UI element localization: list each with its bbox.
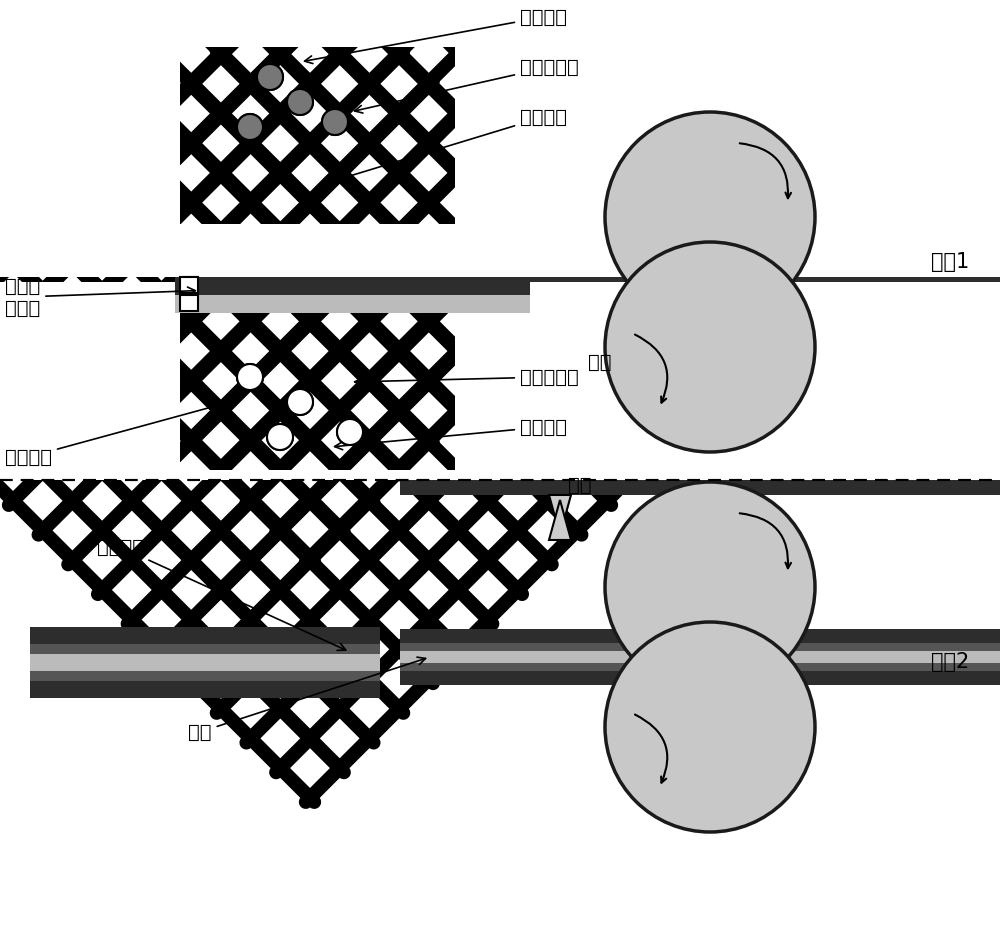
Bar	[30, 670, 380, 680]
Text: 泡沫镍
泡沫铜: 泡沫镍 泡沫铜	[5, 277, 195, 318]
Circle shape	[337, 419, 363, 445]
Circle shape	[287, 89, 313, 115]
Bar	[0, 0, 1000, 47]
Bar	[0, 282, 1000, 312]
Bar	[400, 651, 1000, 663]
Circle shape	[287, 389, 313, 415]
Text: 填充锶粉: 填充锶粉	[305, 7, 567, 63]
Bar	[455, 0, 1000, 224]
Text: 裁剪: 裁剪	[568, 475, 592, 495]
Bar	[400, 629, 1000, 643]
Circle shape	[605, 482, 815, 692]
Bar	[400, 663, 1000, 671]
Bar	[180, 295, 198, 311]
Bar	[400, 643, 1000, 651]
Bar	[180, 277, 198, 293]
Bar	[180, 277, 198, 293]
Bar	[30, 653, 380, 670]
Circle shape	[605, 242, 815, 452]
Bar	[30, 643, 380, 653]
Bar	[180, 295, 198, 311]
Text: 轧制: 轧制	[588, 352, 612, 372]
Circle shape	[237, 364, 263, 390]
Bar	[175, 295, 530, 313]
Bar	[0, 470, 1000, 480]
Circle shape	[237, 114, 263, 140]
Bar	[30, 626, 380, 643]
Circle shape	[267, 424, 293, 450]
Circle shape	[322, 109, 348, 135]
Bar	[175, 277, 530, 295]
Text: 预热: 预热	[188, 657, 426, 742]
Bar	[175, 277, 530, 295]
Text: 阶段2: 阶段2	[931, 652, 969, 672]
Circle shape	[237, 364, 263, 390]
Circle shape	[267, 424, 293, 450]
Circle shape	[605, 622, 815, 832]
Circle shape	[322, 109, 348, 135]
Text: 泡沫铜骨架: 泡沫铜骨架	[355, 367, 579, 387]
Bar	[30, 680, 380, 697]
Bar	[0, 224, 1000, 277]
Bar	[400, 477, 1000, 495]
Circle shape	[605, 112, 815, 322]
Text: 泡沫锶骨架: 泡沫锶骨架	[355, 58, 579, 113]
Text: 阶段1: 阶段1	[931, 252, 969, 272]
Polygon shape	[549, 500, 571, 540]
Polygon shape	[549, 495, 571, 535]
Circle shape	[237, 114, 263, 140]
Bar	[400, 671, 1000, 685]
Circle shape	[257, 64, 283, 90]
Bar	[175, 295, 530, 313]
Circle shape	[287, 389, 313, 415]
Bar	[490, 282, 1000, 300]
Bar	[0, 0, 180, 224]
Circle shape	[257, 64, 283, 90]
Bar	[455, 312, 1000, 470]
Circle shape	[337, 419, 363, 445]
Circle shape	[287, 89, 313, 115]
Text: 四周铆接: 四周铆接	[96, 538, 346, 651]
Text: 填充铜粉: 填充铜粉	[5, 402, 226, 467]
Text: 碳相薄膜: 碳相薄膜	[334, 107, 567, 182]
Bar	[0, 312, 180, 470]
Text: 碳相薄膜: 碳相薄膜	[335, 418, 567, 450]
Bar	[490, 264, 1000, 282]
